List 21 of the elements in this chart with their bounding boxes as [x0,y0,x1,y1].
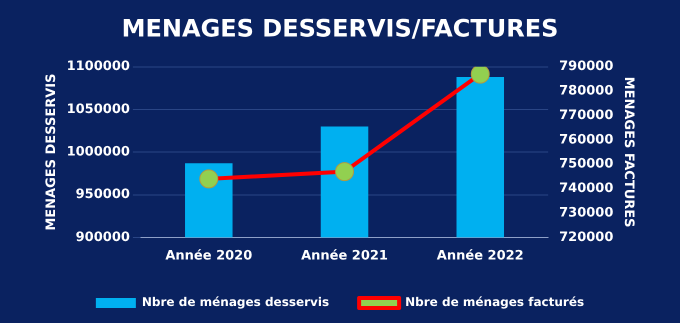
y2-tick-label: 760000 [559,132,614,148]
y-tick-label: 1100000 [66,59,130,74]
y2-tick-label: 720000 [559,230,614,245]
legend-label: Nbre de ménages desservis [142,295,330,310]
chart-title: MENAGES DESSERVIS/FACTURES [122,14,558,43]
y-tick-label: 1000000 [66,144,130,160]
y2-tick-label: 740000 [559,181,614,196]
y2-tick-label: 770000 [559,108,614,123]
y-tick-label: 1050000 [66,102,130,117]
x-tick-label: Année 2021 [301,248,388,264]
x-tick-label: Année 2020 [165,248,252,264]
y-tick-label: 900000 [76,230,130,245]
y2-axis-title: MENAGES FACTURES [620,76,636,228]
x-tick-label: Année 2022 [436,248,524,264]
y2-tick-label: 790000 [559,59,614,74]
y-axis-title: MENAGES DESSERVIS [44,74,60,231]
y-tick-label: 950000 [76,187,130,202]
y2-tick-label: 750000 [559,156,614,172]
y2-tick-label: 780000 [559,84,614,99]
y2-tick-label: 730000 [559,205,614,220]
legend-label: Nbre de ménages facturés [405,295,584,310]
